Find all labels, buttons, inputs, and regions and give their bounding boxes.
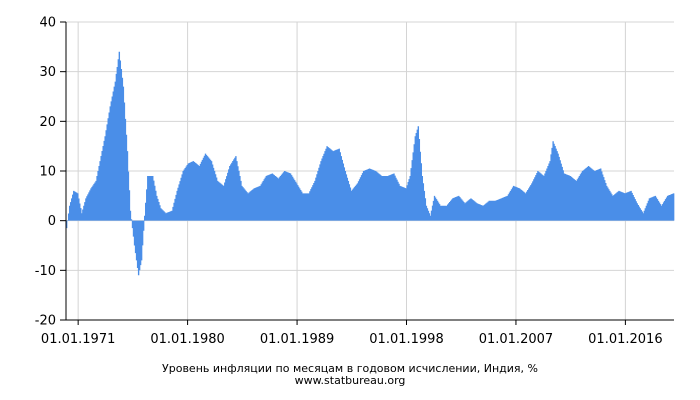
- chart-source: www.statbureau.org: [294, 374, 406, 387]
- x-tick-label: 01.01.2016: [588, 332, 662, 347]
- y-tick-label: 20: [39, 115, 56, 130]
- y-tick-label: -10: [35, 264, 56, 279]
- y-tick-label: -20: [35, 314, 56, 329]
- tick-labels: -20 -10 0 10 20 30 40 01.01.1971 01.01.1980 01.01…: [35, 16, 663, 348]
- y-tick-label: 30: [39, 65, 56, 80]
- bars-layer: [66, 51, 675, 276]
- x-tick-label: 01.01.1971: [41, 332, 115, 347]
- inflation-bars: [66, 51, 675, 276]
- y-tick-label: 10: [39, 165, 56, 180]
- x-tick-label: 01.01.2007: [479, 332, 553, 347]
- axes-layer: [60, 21, 674, 325]
- x-tick-label: 01.01.1998: [369, 332, 443, 347]
- y-tick-label: 40: [39, 16, 56, 31]
- x-tick-label: 01.01.1980: [150, 332, 224, 347]
- y-tick-label: 0: [48, 214, 56, 229]
- chart-title: Уровень инфляции по месяцам в годовом ис…: [162, 362, 538, 375]
- x-tick-label: 01.01.1989: [260, 332, 334, 347]
